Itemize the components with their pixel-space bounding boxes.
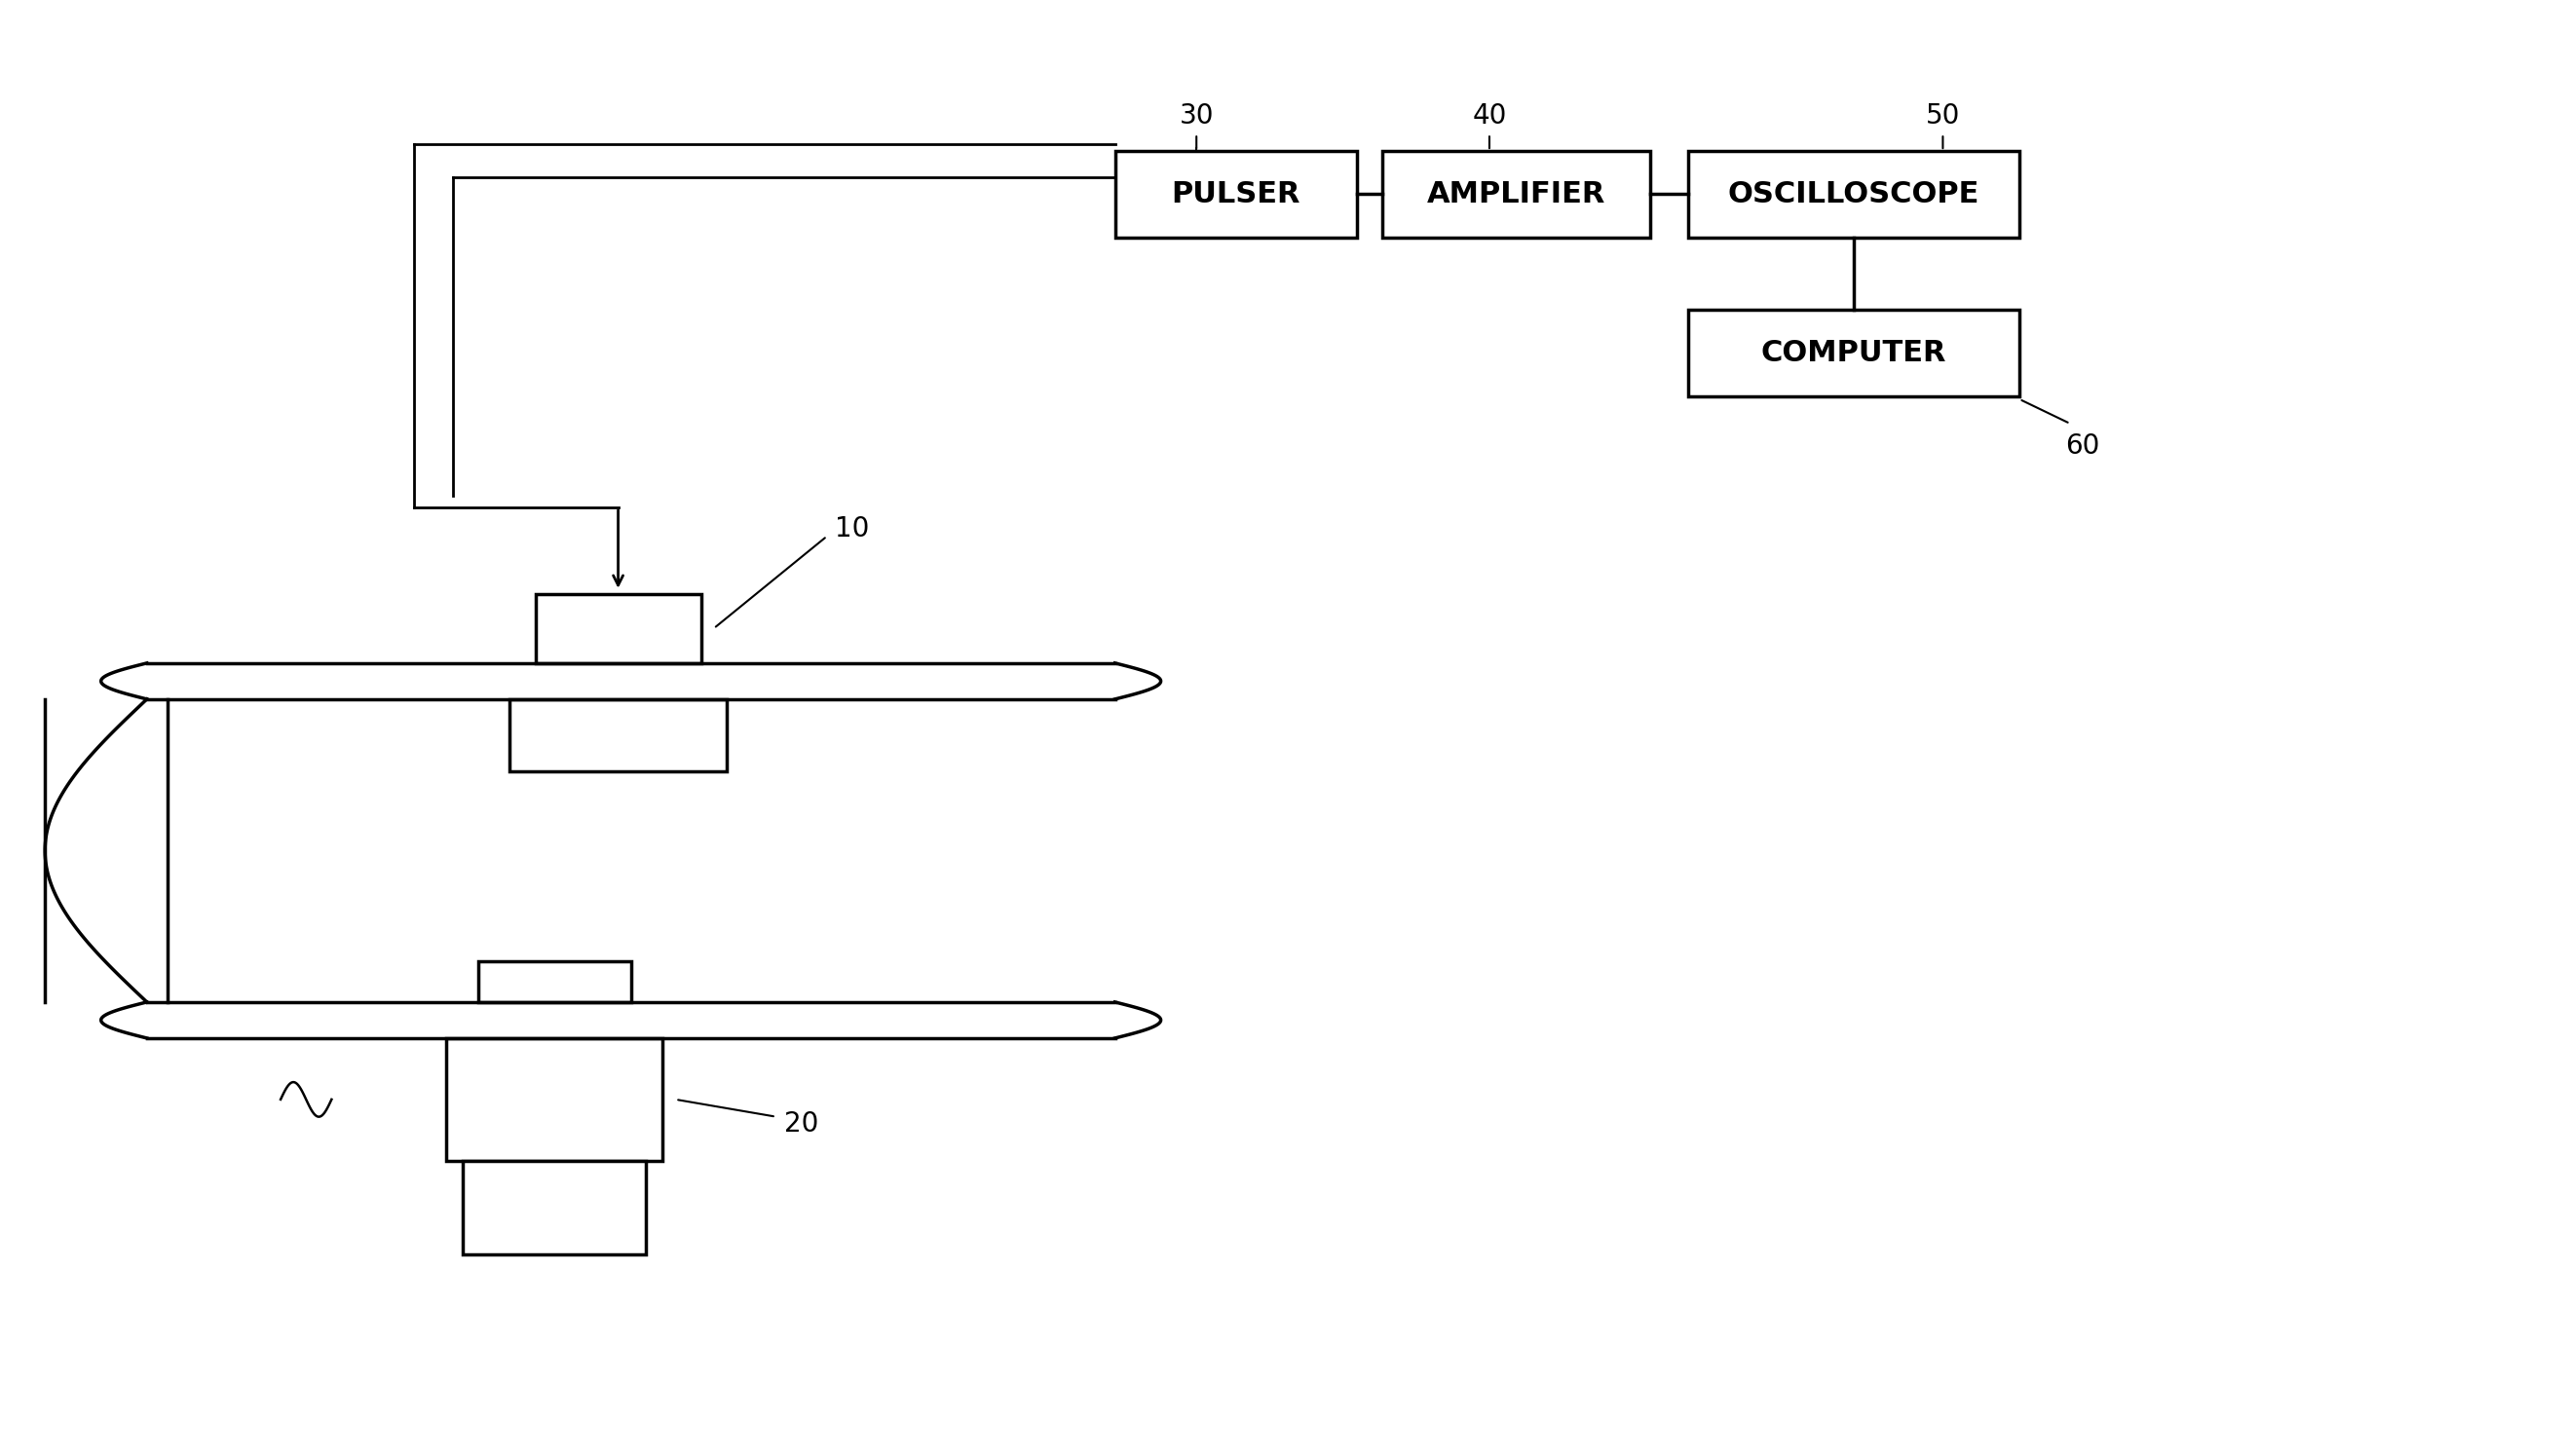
- Text: OSCILLOSCOPE: OSCILLOSCOPE: [1729, 181, 1980, 208]
- Text: COMPUTER: COMPUTER: [1762, 339, 1946, 367]
- Bar: [1114, 151, 1357, 237]
- Text: 50: 50: [1926, 102, 1959, 130]
- Bar: [446, 1038, 663, 1160]
- Bar: [464, 1160, 645, 1255]
- Text: 60: 60: [2067, 432, 2100, 460]
- Bar: [1688, 310, 2018, 396]
- Text: PULSER: PULSER: [1170, 181, 1301, 208]
- Text: AMPLIFIER: AMPLIFIER: [1426, 181, 1606, 208]
- Bar: [510, 699, 727, 772]
- Bar: [479, 961, 630, 1002]
- Text: 10: 10: [835, 515, 868, 543]
- Text: 30: 30: [1178, 102, 1214, 130]
- Bar: [1688, 151, 2018, 237]
- Bar: [1383, 151, 1649, 237]
- Bar: [535, 594, 702, 662]
- Text: 20: 20: [784, 1111, 817, 1137]
- Text: 40: 40: [1473, 102, 1506, 130]
